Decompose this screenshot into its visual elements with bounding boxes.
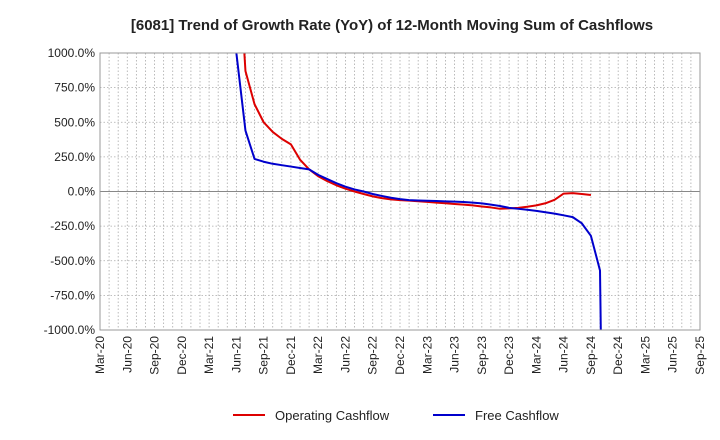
x-tick-label: Jun-23 bbox=[448, 336, 462, 373]
x-tick-label: Jun-24 bbox=[557, 336, 571, 373]
x-axis: Mar-20 Jun-20 Sep-20 Dec-20 Mar-21 Jun-21 Sep-… bbox=[93, 336, 707, 375]
x-tick-label: Sep-23 bbox=[475, 336, 489, 375]
x-tick-label: Mar-21 bbox=[202, 336, 216, 374]
y-tick-label: 750.0% bbox=[54, 81, 95, 95]
x-tick-label: Mar-20 bbox=[93, 336, 107, 374]
grid-layer bbox=[100, 53, 700, 330]
x-tick-label: Mar-23 bbox=[420, 336, 434, 374]
plot-frame bbox=[99, 52, 701, 331]
y-tick-label: -250.0% bbox=[50, 219, 95, 233]
x-tick-label: Dec-23 bbox=[502, 336, 516, 375]
series-line-operating-cashflow bbox=[243, 53, 592, 210]
y-tick-label: 250.0% bbox=[54, 150, 95, 164]
y-axis: 1000.0% 750.0% 500.0% 250.0% 0.0% -250.0% -500… bbox=[44, 46, 96, 337]
x-tick-label: Dec-20 bbox=[175, 336, 189, 375]
legend-label: Free Cashflow bbox=[475, 408, 559, 423]
series-layer bbox=[235, 53, 602, 330]
y-tick-label: -1000.0% bbox=[44, 323, 96, 337]
y-tick-label: -500.0% bbox=[50, 254, 95, 268]
x-tick-label: Dec-24 bbox=[611, 336, 625, 375]
y-tick-label: -750.0% bbox=[50, 288, 95, 302]
x-tick-label: Mar-25 bbox=[638, 336, 652, 374]
x-tick-label: Sep-25 bbox=[693, 336, 707, 375]
x-tick-label: Jun-20 bbox=[120, 336, 134, 373]
legend-label: Operating Cashflow bbox=[275, 408, 390, 423]
x-tick-label: Sep-20 bbox=[148, 336, 162, 375]
chart-title: [6081] Trend of Growth Rate (YoY) of 12-… bbox=[131, 17, 653, 34]
x-tick-label: Dec-22 bbox=[393, 336, 407, 375]
x-tick-label: Sep-21 bbox=[257, 336, 271, 375]
x-tick-label: Jun-21 bbox=[229, 336, 243, 373]
x-tick-label: Mar-24 bbox=[529, 336, 543, 374]
x-tick-label: Sep-22 bbox=[366, 336, 380, 375]
x-tick-label: Jun-22 bbox=[338, 336, 352, 373]
y-tick-label: 0.0% bbox=[68, 185, 96, 199]
y-tick-label: 1000.0% bbox=[48, 46, 96, 60]
y-tick-label: 500.0% bbox=[54, 115, 95, 129]
x-tick-label: Sep-24 bbox=[584, 336, 598, 375]
x-tick-label: Dec-21 bbox=[284, 336, 298, 375]
series-line-free-cashflow bbox=[235, 53, 602, 330]
x-tick-label: Jun-25 bbox=[666, 336, 680, 373]
legend: Operating Cashflow Free Cashflow bbox=[233, 408, 559, 423]
x-tick-label: Mar-22 bbox=[311, 336, 325, 374]
